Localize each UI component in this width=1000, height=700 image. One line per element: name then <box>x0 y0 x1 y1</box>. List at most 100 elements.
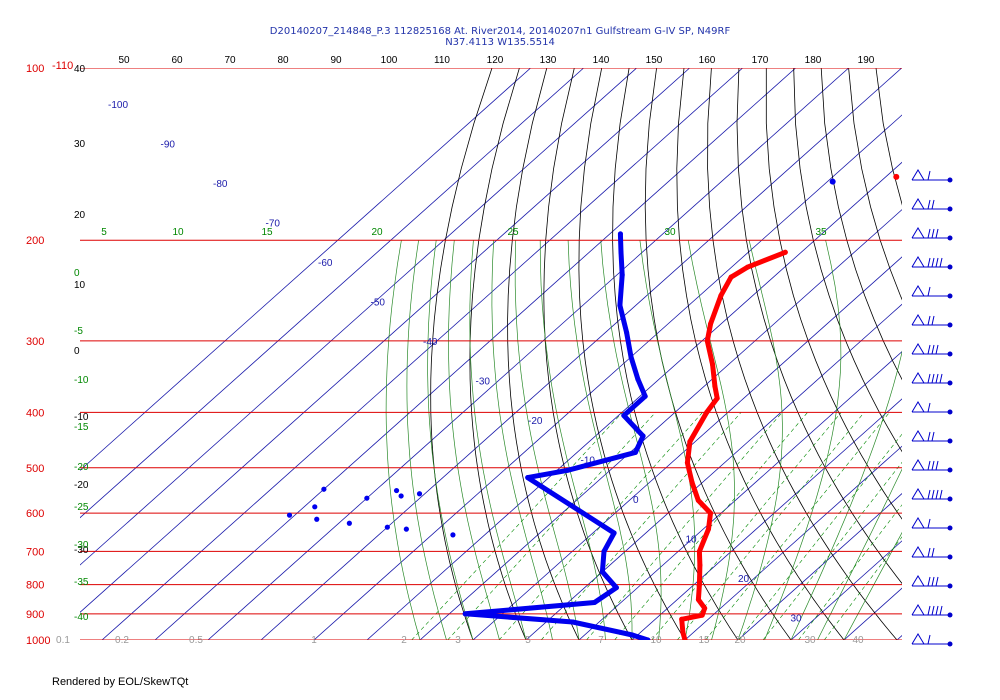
wind-barb-dot <box>947 351 953 357</box>
pressure-label: 100 <box>26 63 44 75</box>
wind-barb <box>911 372 953 386</box>
temperature-point <box>696 548 702 554</box>
temperature-point <box>695 597 701 603</box>
wind-barb-dot <box>947 177 953 183</box>
top-axis-label: 140 <box>593 55 610 66</box>
wind-barb-tick <box>927 286 931 297</box>
mixing-ratio-line <box>762 461 902 640</box>
temperature-point <box>782 249 788 255</box>
wind-barb-tick <box>939 257 943 268</box>
isotherm-line <box>313 114 902 640</box>
mixing-ratio-top-label: 30 <box>664 227 676 238</box>
dewpoint-point <box>591 600 597 606</box>
dewpoint-scatter-point <box>286 512 293 518</box>
dry-adiabat <box>612 68 739 640</box>
mixing-ratio-bottom-label: 30 <box>804 635 816 646</box>
wind-barb-tick <box>927 489 931 500</box>
wind-barb-tick <box>931 315 935 326</box>
dewpoint-scatter-point <box>312 504 318 510</box>
left-moist-label: -5 <box>74 326 83 337</box>
isotherm-line <box>154 68 796 640</box>
mixing-ratio-bottom-label: 15 <box>698 635 710 646</box>
dewpoint-point <box>617 231 623 237</box>
dewpoint-point <box>624 329 630 335</box>
dewpoint-point <box>619 272 625 278</box>
mixing-ratio-top-label: 15 <box>261 227 273 238</box>
temperature-point <box>705 526 711 532</box>
wind-barb-flag <box>911 546 925 558</box>
isotherm-line <box>80 68 637 566</box>
wind-barb <box>911 430 953 444</box>
temperature-point <box>728 274 734 280</box>
dewpoint-point <box>565 467 571 473</box>
isotherm-label: -10 <box>581 456 596 467</box>
wind-barb-tick <box>927 547 931 558</box>
dewpoint-point <box>628 354 634 360</box>
isotherm-line <box>737 493 902 640</box>
isotherm-line <box>419 209 902 640</box>
wind-barb-flag <box>911 256 925 268</box>
wind-barb-tick <box>927 605 931 616</box>
moist-adiabat <box>843 531 902 640</box>
dewpoint-point <box>640 433 646 439</box>
wind-barb <box>911 575 953 589</box>
wind-barb-flag <box>911 314 925 326</box>
dewpoint-point <box>613 585 619 591</box>
isotherm-label: 30 <box>791 614 803 625</box>
top-axis-label: 60 <box>171 55 183 66</box>
dry-adiabat <box>958 68 1000 652</box>
moist-adiabat <box>539 240 606 640</box>
wind-barb-tick <box>927 460 931 471</box>
isotherm-label: -20 <box>528 416 543 427</box>
wind-barb-flag <box>911 517 925 529</box>
left-temp-label: 40 <box>74 64 86 75</box>
dewpoint-point <box>621 412 627 418</box>
temperature-point <box>695 497 701 503</box>
dewpoint-point <box>629 632 635 638</box>
chart-series <box>286 173 900 640</box>
wind-barb-tick <box>931 489 935 500</box>
dewpoint-scatter-point <box>321 486 327 492</box>
dewpoint-scatter-point <box>314 516 320 522</box>
wind-barb-dot <box>947 496 953 502</box>
isotherm-label: -30 <box>476 377 491 388</box>
wind-barb-dot <box>947 467 953 473</box>
temperature-point <box>684 460 690 466</box>
dewpoint-point <box>570 619 576 625</box>
wind-barb-dot <box>947 438 953 444</box>
isotherm-line <box>260 68 902 640</box>
wind-barb-tick <box>927 431 931 442</box>
dewpoint-scatter-point <box>450 532 456 538</box>
dry-adiabat <box>578 68 686 640</box>
wind-barb <box>911 256 953 270</box>
isotherm-label: -70 <box>266 219 281 230</box>
top-axis-label: 160 <box>699 55 716 66</box>
temperature-point <box>708 321 714 327</box>
wind-barb-tick <box>927 170 931 181</box>
left-moist-label: -10 <box>74 375 89 386</box>
dewpoint-point <box>617 302 623 308</box>
moist-adiabat <box>469 240 527 640</box>
left-temp-label: 20 <box>74 210 86 221</box>
dewpoint-point <box>618 249 624 255</box>
mixing-ratio-line <box>498 412 703 640</box>
wind-barb-flag <box>911 430 925 442</box>
dewpoint-scatter-point <box>384 524 390 530</box>
chart-subtitle: N37.4113 W135.5514 <box>445 37 555 48</box>
wind-barb-tick <box>931 431 935 442</box>
wind-barb-tick <box>927 634 931 645</box>
dewpoint-point <box>642 393 648 399</box>
mixing-ratio-bottom-label: 2 <box>401 635 407 646</box>
mixing-ratio-bottom-label: 0.2 <box>115 635 129 646</box>
temperature-point <box>699 612 705 618</box>
wind-barb-flag <box>911 198 925 210</box>
wind-barb-tick <box>935 373 939 384</box>
chart-title: D20140207_214848_P.3 112825168 At. River… <box>270 26 731 37</box>
temperature-line <box>679 249 788 640</box>
left-temp-label: 0 <box>74 346 80 357</box>
wind-barb-tick <box>927 315 931 326</box>
dry-adiabat <box>543 68 633 640</box>
moist-adiabat <box>406 240 447 640</box>
mixing-ratio-line <box>586 412 783 640</box>
